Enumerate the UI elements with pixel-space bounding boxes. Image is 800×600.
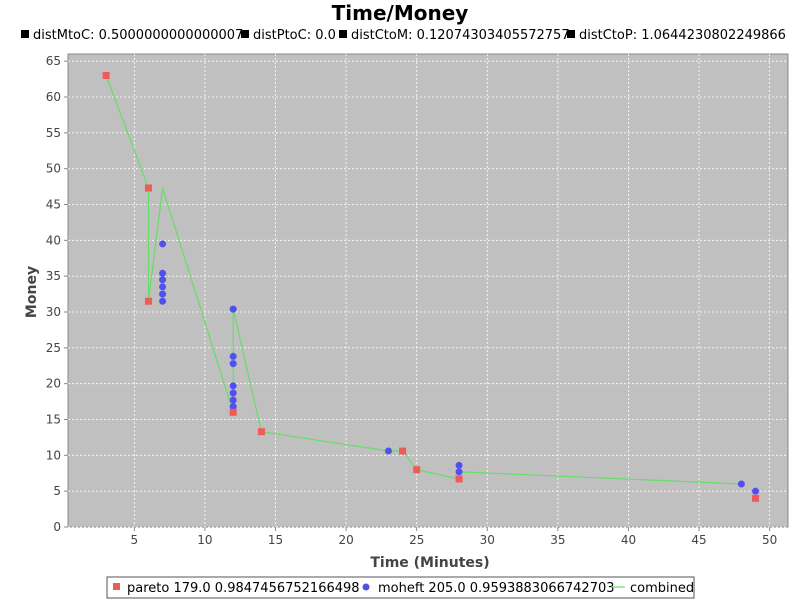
y-tick-label: 20 — [46, 377, 61, 391]
chart-title: Time/Money — [332, 1, 469, 25]
series-layer — [102, 72, 760, 502]
y-tick-label: 65 — [46, 54, 61, 68]
y-tick-label: 45 — [46, 198, 61, 212]
moheft-point — [159, 276, 167, 284]
legend-pareto-marker — [113, 583, 120, 590]
moheft-point — [159, 290, 167, 298]
x-tick-label: 5 — [131, 533, 139, 547]
x-tick-label: 25 — [409, 533, 424, 547]
x-tick-label: 40 — [621, 533, 636, 547]
y-tick-label: 25 — [46, 341, 61, 355]
moheft-point — [159, 269, 167, 277]
y-tick-label: 5 — [53, 484, 61, 498]
legend-box — [106, 576, 695, 599]
y-tick-label: 0 — [53, 520, 61, 534]
moheft-point — [455, 468, 463, 476]
legend-pareto-label: pareto 179.0 0.9847456752166498 — [127, 581, 360, 596]
moheft-point — [455, 461, 463, 469]
subtitle-marker-1 — [21, 30, 29, 38]
x-tick-label: 35 — [550, 533, 565, 547]
legend-moheft-label: moheft 205.0 0.9593883066742703 — [378, 581, 615, 596]
x-tick-label: 30 — [480, 533, 495, 547]
legend: pareto 179.0 0.9847456752166498 moheft 2… — [106, 576, 695, 599]
pareto-point — [399, 447, 407, 455]
subtitle-distCtoM: distCtoM: 0.12074303405572757 — [351, 28, 570, 43]
moheft-point — [229, 305, 237, 313]
moheft-point — [229, 382, 237, 390]
moheft-point — [384, 447, 392, 455]
x-tick-label: 15 — [268, 533, 283, 547]
pareto-point — [102, 72, 110, 79]
y-tick-label: 35 — [46, 269, 61, 283]
y-axis-label: Money — [24, 266, 40, 318]
legend-moheft-marker — [362, 583, 370, 591]
moheft-point — [229, 352, 237, 360]
y-tick-label: 15 — [46, 413, 61, 427]
subtitle-marker-4 — [567, 30, 575, 38]
pareto-point — [229, 408, 237, 416]
moheft-point — [159, 240, 167, 248]
x-tick-label: 45 — [691, 533, 706, 547]
x-tick-label: 10 — [197, 533, 212, 547]
moheft-point — [229, 403, 237, 411]
moheft-point — [737, 480, 745, 488]
x-tick-label: 20 — [338, 533, 353, 547]
moheft-point — [229, 360, 237, 368]
moheft-point — [159, 283, 167, 291]
subtitle-distMtoC: distMtoC: 0.5000000000000007 — [33, 28, 243, 43]
subtitle-marker-3 — [339, 30, 347, 38]
subtitle-distPtoC: distPtoC: 0.0 — [253, 28, 336, 43]
pareto-point — [455, 475, 463, 483]
axes: 5 10 15 20 25 30 35 40 45 50 0 5 10 15 20 25 30 35 40 45 50 5… — [46, 54, 778, 547]
y-tick-label: 30 — [46, 305, 61, 319]
moheft-point — [752, 487, 760, 495]
plot-area — [67, 53, 789, 528]
grid — [68, 54, 788, 528]
y-tick-label: 50 — [46, 162, 61, 176]
x-axis-label: Time (Minutes) — [370, 555, 489, 571]
pareto-point — [144, 184, 152, 192]
moheft-point — [229, 396, 237, 404]
y-tick-label: 60 — [46, 90, 61, 104]
pareto-point — [752, 494, 760, 502]
legend-combined-label: combined — [630, 581, 694, 596]
y-tick-label: 10 — [46, 448, 61, 462]
subtitle-distCtoP: distCtoP: 1.0644230802249866 — [579, 28, 786, 43]
pareto-point — [257, 428, 265, 436]
pareto-point — [144, 297, 152, 305]
subtitle-bar: distMtoC: 0.5000000000000007 distPtoC: 0… — [21, 28, 786, 43]
y-tick-label: 55 — [46, 126, 61, 140]
x-tick-label: 50 — [762, 533, 777, 547]
y-tick-label: 40 — [46, 233, 61, 247]
moheft-point — [229, 389, 237, 397]
moheft-point — [159, 297, 167, 305]
subtitle-marker-2 — [241, 30, 249, 38]
pareto-point — [413, 466, 421, 474]
